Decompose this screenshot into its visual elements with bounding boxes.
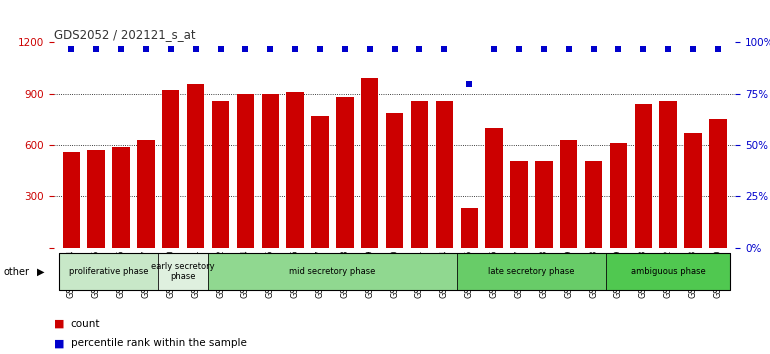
Text: mid secretory phase: mid secretory phase [290, 267, 376, 276]
Bar [610, 143, 627, 248]
Bar [634, 104, 652, 248]
Text: other: other [4, 267, 30, 277]
Bar [659, 101, 677, 248]
Point [612, 46, 624, 51]
Bar [59, 253, 159, 290]
Point [711, 46, 724, 51]
Text: proliferative phase: proliferative phase [69, 267, 149, 276]
Point [264, 46, 276, 51]
Point [363, 46, 376, 51]
Point [115, 46, 127, 51]
Bar [457, 253, 606, 290]
Point [389, 46, 401, 51]
Point [314, 46, 326, 51]
Bar [262, 94, 279, 248]
Text: ■: ■ [54, 319, 65, 329]
Point [662, 46, 675, 51]
Bar [311, 116, 329, 248]
Bar [361, 78, 379, 248]
Bar [685, 133, 701, 248]
Text: ▶: ▶ [37, 267, 45, 277]
Point [438, 46, 450, 51]
Text: ■: ■ [54, 338, 65, 348]
Bar [485, 128, 503, 248]
Point [339, 46, 351, 51]
Bar [560, 140, 578, 248]
Point [537, 46, 550, 51]
Bar [162, 90, 179, 248]
Text: early secretory
phase: early secretory phase [152, 262, 215, 281]
Bar [511, 161, 527, 248]
Point [65, 46, 78, 51]
Point [239, 46, 252, 51]
Bar [137, 140, 155, 248]
Point [140, 46, 152, 51]
Bar [187, 84, 204, 248]
Point [488, 46, 500, 51]
Point [463, 81, 475, 86]
Point [90, 46, 102, 51]
Bar [212, 101, 229, 248]
Text: GDS2052 / 202121_s_at: GDS2052 / 202121_s_at [54, 28, 196, 41]
Bar [88, 150, 105, 248]
Bar [410, 101, 428, 248]
Point [165, 46, 177, 51]
Bar [386, 113, 403, 248]
Bar [62, 152, 80, 248]
Point [289, 46, 301, 51]
Point [588, 46, 600, 51]
Bar [585, 161, 602, 248]
Bar [606, 253, 731, 290]
Point [413, 46, 426, 51]
Bar [436, 101, 453, 248]
Text: percentile rank within the sample: percentile rank within the sample [71, 338, 246, 348]
Bar [535, 161, 553, 248]
Text: late secretory phase: late secretory phase [488, 267, 574, 276]
Point [513, 46, 525, 51]
Point [563, 46, 575, 51]
Bar [236, 94, 254, 248]
Bar [112, 147, 130, 248]
Point [214, 46, 226, 51]
Text: ambiguous phase: ambiguous phase [631, 267, 705, 276]
Bar [208, 253, 457, 290]
Bar [709, 119, 727, 248]
Bar [336, 97, 353, 248]
Bar [460, 209, 478, 248]
Text: count: count [71, 319, 100, 329]
Point [637, 46, 649, 51]
Bar [286, 92, 304, 248]
Bar [159, 253, 208, 290]
Point [687, 46, 699, 51]
Point [189, 46, 202, 51]
